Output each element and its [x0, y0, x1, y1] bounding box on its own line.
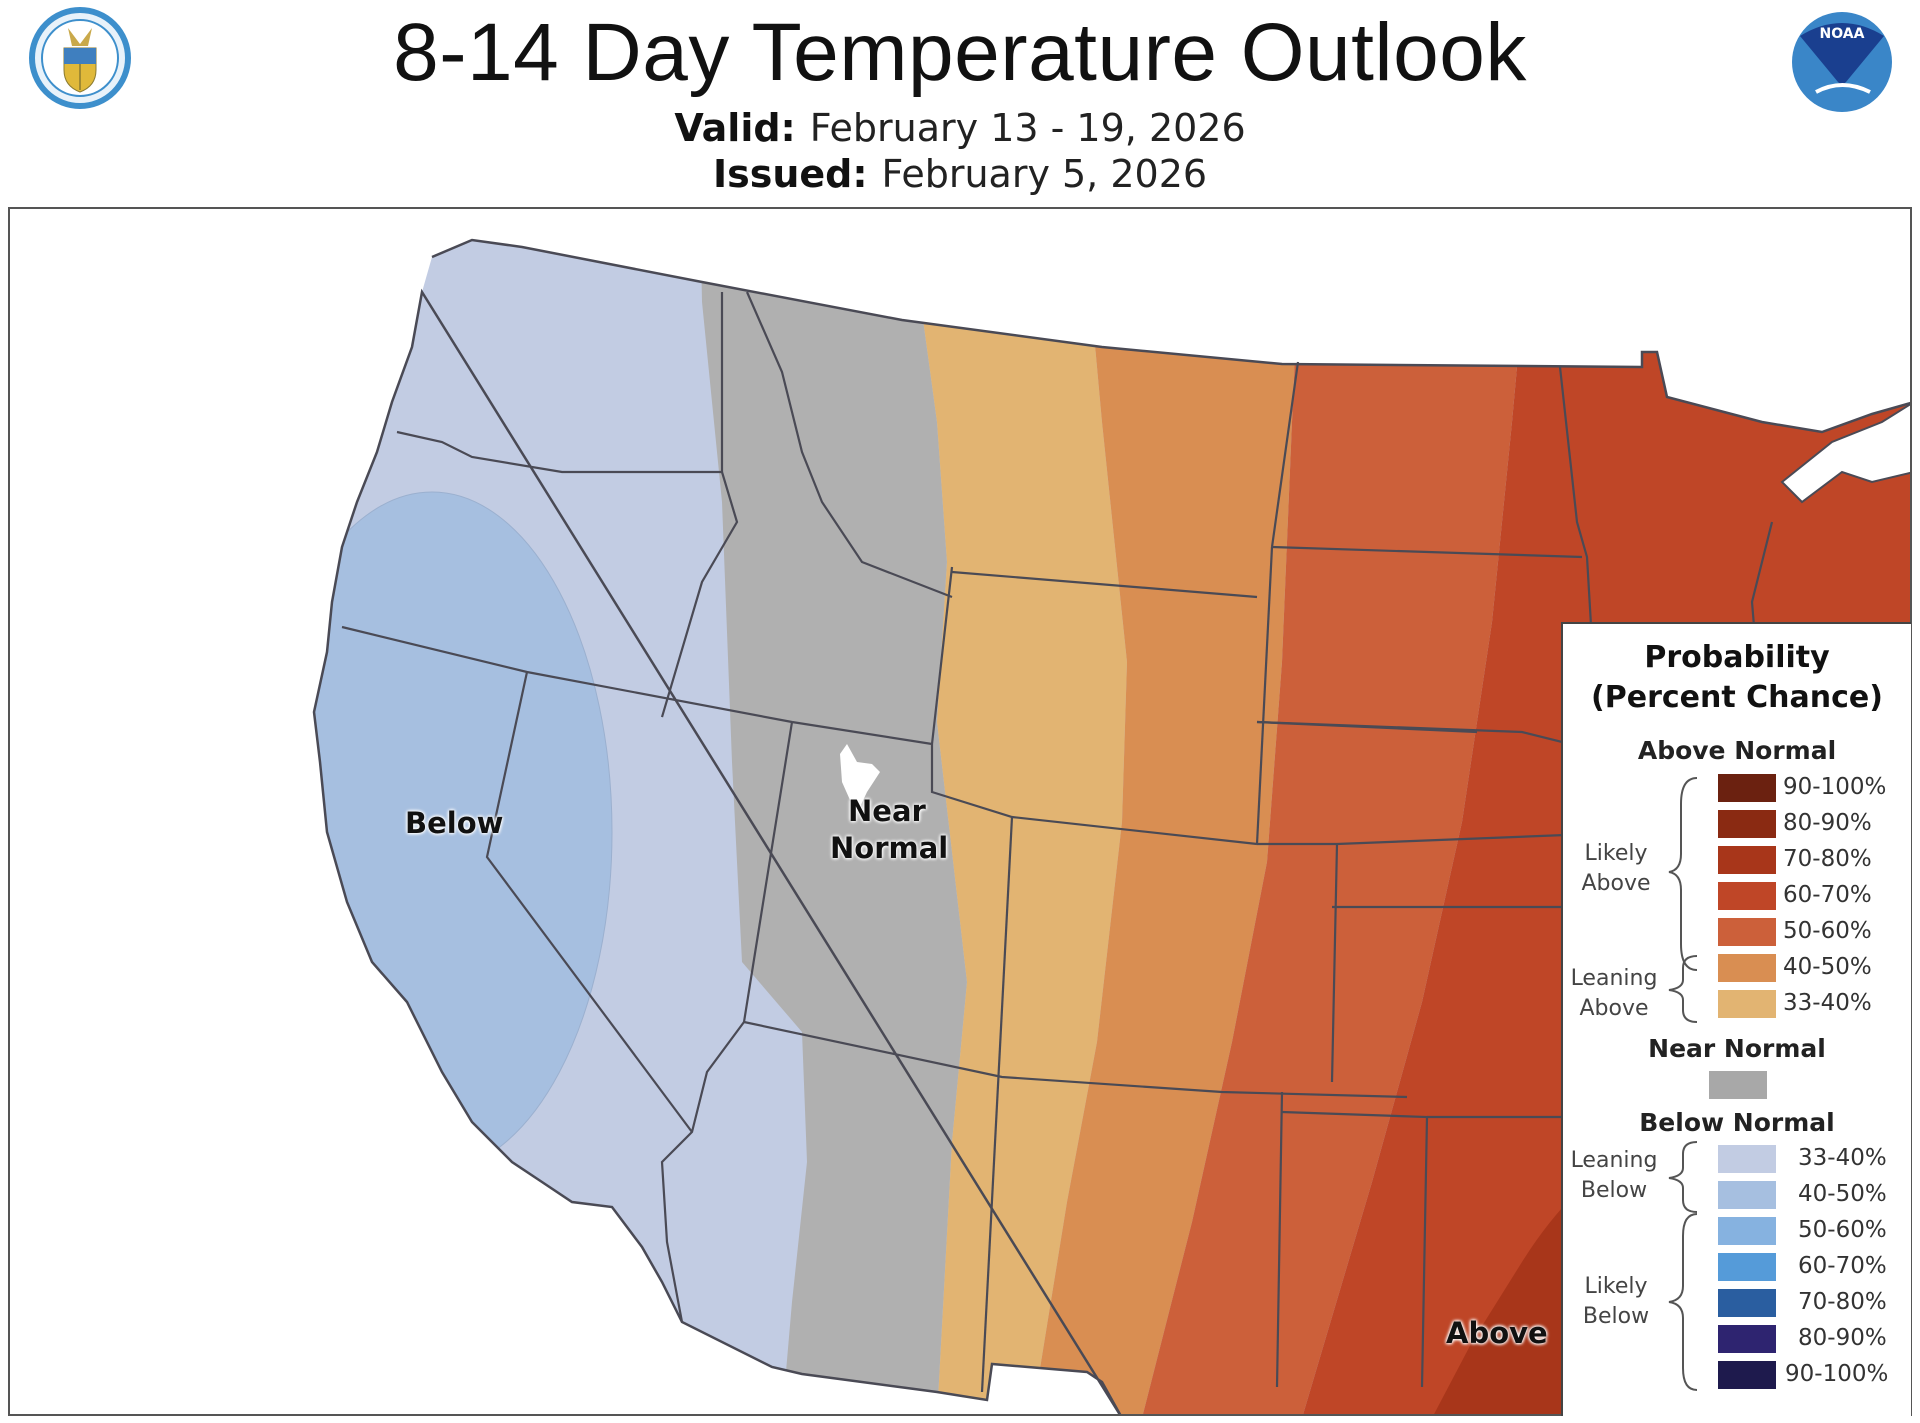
- legend-likely-below-label: Likely Below: [1582, 1274, 1650, 1329]
- swatch-below-70-80: [1718, 1289, 1776, 1317]
- valid-value: February 13 - 19, 2026: [809, 106, 1246, 150]
- legend-below-header: Below Normal: [1639, 1108, 1835, 1137]
- label-above-80-90: 80-90%: [1783, 810, 1872, 836]
- noaa-logo-icon: NOAA: [1788, 6, 1896, 114]
- swatch-above-90-100: [1718, 774, 1776, 802]
- issued-label: Issued:: [712, 152, 868, 196]
- leaning-below-brace-icon: [1668, 1141, 1698, 1213]
- probability-legend: Probability (Percent Chance) Above Norma…: [1561, 622, 1911, 1416]
- legend-near-header: Near Normal: [1648, 1034, 1826, 1063]
- label-above-90-100: 90-100%: [1783, 774, 1887, 800]
- swatch-below-60-70: [1718, 1253, 1776, 1281]
- label-below-50-60: 50-60%: [1798, 1217, 1887, 1243]
- label-above-70-80: 70-80%: [1783, 846, 1872, 872]
- swatch-above-33-40: [1718, 990, 1776, 1018]
- legend-leaning-below-label: Leaning Below: [1570, 1148, 1658, 1203]
- swatch-near-normal: [1709, 1071, 1767, 1099]
- label-above-40-50: 40-50%: [1783, 954, 1872, 980]
- label-above-33-40: 33-40%: [1783, 990, 1872, 1016]
- map-label-near: Near: [848, 794, 926, 828]
- swatch-below-40-50: [1718, 1181, 1776, 1209]
- page-title: 8-14 Day Temperature Outlook: [393, 7, 1527, 98]
- map-label-below: Below: [405, 806, 504, 840]
- likely-above-brace-icon: [1668, 777, 1698, 971]
- legend-above-header: Above Normal: [1637, 736, 1837, 765]
- swatch-below-80-90: [1718, 1325, 1776, 1353]
- swatch-below-50-60: [1718, 1217, 1776, 1245]
- label-above-60-70: 60-70%: [1783, 882, 1872, 908]
- label-below-70-80: 70-80%: [1798, 1289, 1887, 1315]
- label-below-40-50: 40-50%: [1798, 1181, 1887, 1207]
- label-below-33-40: 33-40%: [1798, 1145, 1887, 1171]
- swatch-above-80-90: [1718, 810, 1776, 838]
- label-below-60-70: 60-70%: [1798, 1253, 1887, 1279]
- swatch-above-40-50: [1718, 954, 1776, 982]
- map-label-above: Above: [1446, 1316, 1548, 1350]
- swatch-above-50-60: [1718, 918, 1776, 946]
- swatch-above-70-80: [1718, 846, 1776, 874]
- issued-value: February 5, 2026: [881, 152, 1208, 196]
- likely-below-brace-icon: [1668, 1213, 1698, 1391]
- swatch-below-90-100: [1718, 1361, 1776, 1389]
- svg-text:NOAA: NOAA: [1820, 26, 1865, 42]
- valid-label: Valid:: [674, 106, 796, 150]
- swatch-above-60-70: [1718, 882, 1776, 910]
- label-below-90-100: 90-100%: [1785, 1361, 1889, 1387]
- legend-leaning-above-label: Leaning Above: [1570, 966, 1658, 1021]
- legend-likely-above-label: Likely Above: [1581, 841, 1651, 896]
- map-label-normal: Normal: [830, 831, 949, 865]
- leaning-above-brace-icon: [1668, 955, 1698, 1023]
- legend-title-line2: (Percent Chance): [1591, 680, 1883, 715]
- label-below-80-90: 80-90%: [1798, 1325, 1887, 1351]
- swatch-below-33-40: [1718, 1145, 1776, 1173]
- valid-dates: Valid: February 13 - 19, 2026: [0, 106, 1920, 150]
- issued-date: Issued: February 5, 2026: [0, 152, 1920, 196]
- department-of-commerce-seal-icon: [28, 6, 132, 110]
- label-above-50-60: 50-60%: [1783, 918, 1872, 944]
- legend-title-line1: Probability: [1644, 640, 1830, 675]
